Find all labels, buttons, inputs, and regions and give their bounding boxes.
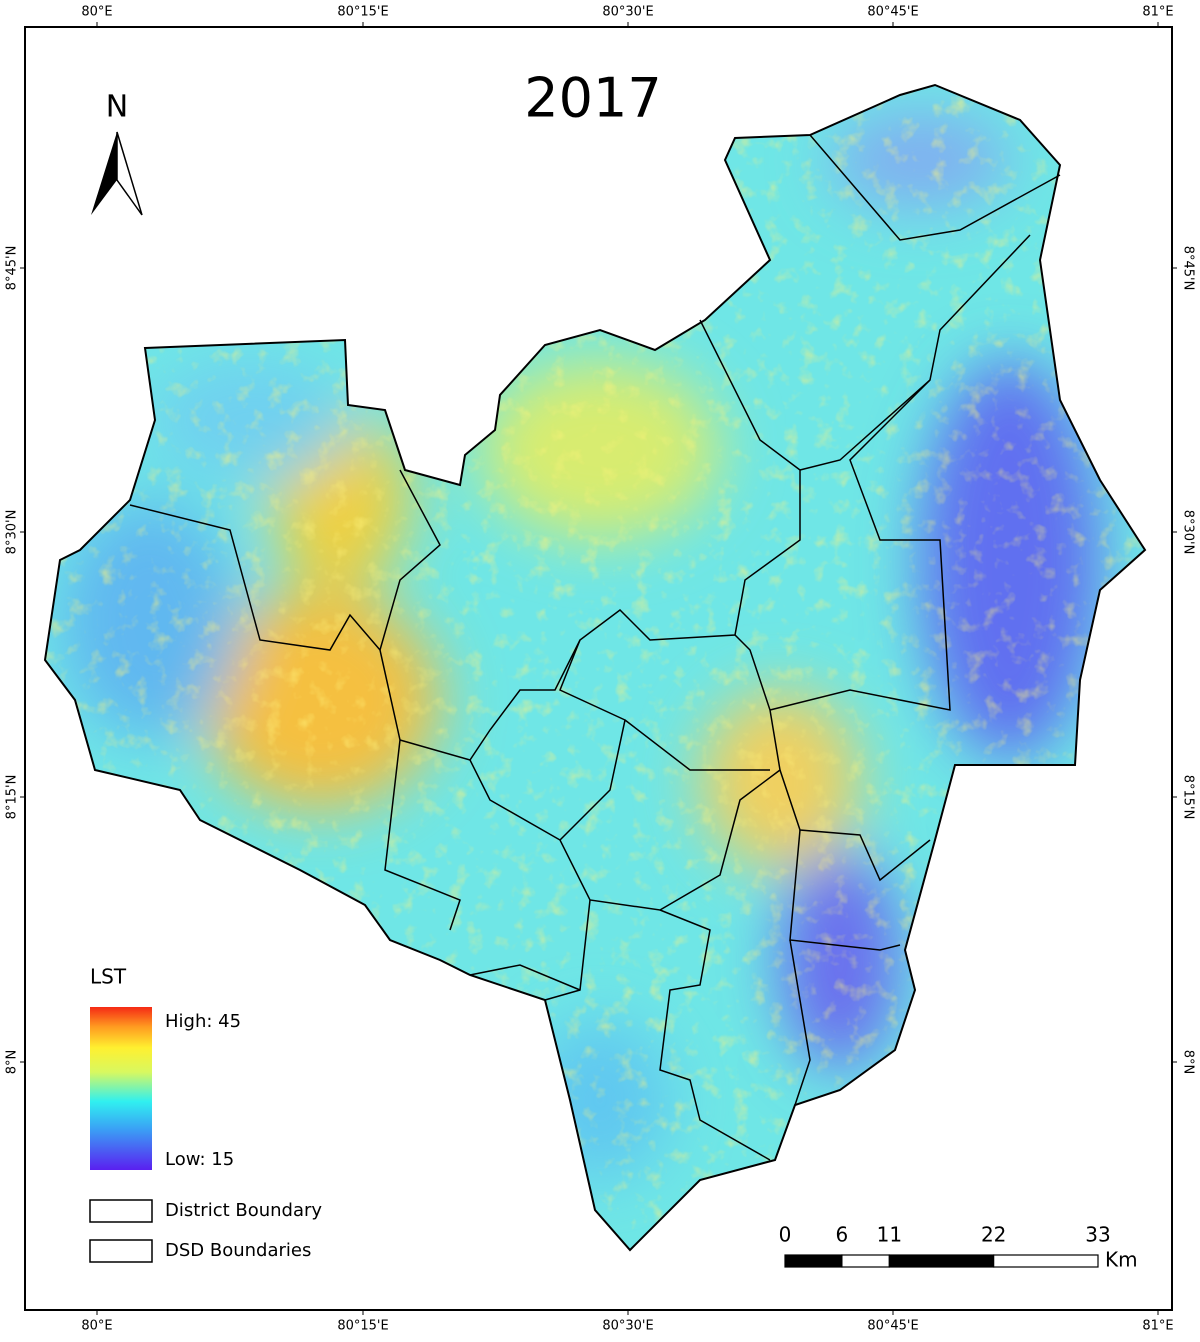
lon-label: 81°E: [1142, 1319, 1173, 1334]
lon-label: 80°E: [81, 1319, 112, 1334]
north-label: N: [106, 90, 128, 125]
lon-label: 80°15'E: [337, 5, 388, 20]
legend-items: District Boundary DSD Boundaries: [89, 1199, 322, 1263]
scale-segment: [993, 1254, 1099, 1268]
scale-segment: [784, 1254, 843, 1268]
boundaries: [43, 83, 1147, 1252]
scale-label: 6: [836, 1223, 849, 1247]
legend-title: LST: [90, 965, 127, 989]
lat-label: 8°45'N: [1181, 246, 1196, 291]
lon-label: 80°30'E: [602, 1319, 653, 1334]
lat-label: 8°15'N: [5, 775, 20, 820]
lat-label: 8°30'N: [5, 510, 20, 555]
graticule-labels: 80°E 80°E 80°15'E 80°15'E 80°30'E 80°30'E 80°4…: [5, 5, 1196, 1334]
lon-label: 80°30'E: [602, 5, 653, 20]
legend-high: High: 45: [165, 1011, 241, 1032]
lat-label: 8°N: [5, 1050, 20, 1075]
north-arrow: [91, 131, 143, 216]
lat-label: 8°N: [1181, 1050, 1196, 1075]
lon-label: 80°45'E: [867, 1319, 918, 1334]
lat-label: 8°15'N: [1181, 775, 1196, 820]
lon-label: 81°E: [1142, 5, 1173, 20]
legend-label: DSD Boundaries: [165, 1240, 311, 1261]
scale-label: 33: [1085, 1223, 1110, 1247]
lon-label: 80°E: [81, 5, 112, 20]
scale-label: 22: [981, 1223, 1006, 1247]
lat-label: 8°45'N: [5, 246, 20, 291]
map-title: 2017: [524, 67, 661, 130]
legend-label: District Boundary: [165, 1200, 322, 1221]
scale-segment: [888, 1254, 995, 1268]
scale-unit: Km: [1105, 1248, 1138, 1272]
legend-swatch: [89, 1239, 153, 1263]
scale-label: 11: [877, 1223, 902, 1247]
legend-ramp: [90, 1007, 152, 1170]
lon-label: 80°45'E: [867, 5, 918, 20]
legend-low: Low: 15: [165, 1149, 234, 1170]
scale-label: 0: [779, 1223, 792, 1247]
lat-label: 8°30'N: [1181, 510, 1196, 555]
scale-segment: [841, 1254, 890, 1268]
lon-label: 80°15'E: [337, 1319, 388, 1334]
legend-swatch: [89, 1199, 153, 1223]
